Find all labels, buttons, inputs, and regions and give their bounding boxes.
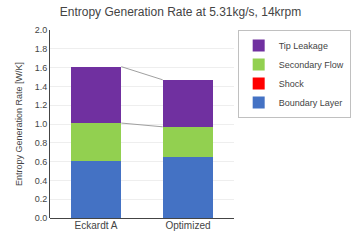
- svg-text:Shock: Shock: [279, 79, 305, 89]
- svg-text:Secondary Flow: Secondary Flow: [279, 60, 344, 70]
- svg-text:0.4: 0.4: [35, 176, 48, 186]
- svg-text:Entropy Generation Rate at 5.3: Entropy Generation Rate at 5.31kg/s, 14k…: [60, 5, 301, 19]
- svg-text:2.0: 2.0: [35, 25, 48, 35]
- svg-text:1.8: 1.8: [35, 44, 48, 54]
- svg-text:Entropy Generation Rate [W/K]: Entropy Generation Rate [W/K]: [14, 62, 24, 186]
- svg-text:Boundary Layer: Boundary Layer: [279, 98, 343, 108]
- svg-text:1.4: 1.4: [35, 82, 48, 92]
- svg-text:Tip Leakage: Tip Leakage: [279, 41, 328, 51]
- svg-text:Optimized: Optimized: [165, 220, 210, 231]
- svg-text:1.2: 1.2: [35, 100, 48, 110]
- svg-text:0.6: 0.6: [35, 157, 48, 167]
- svg-text:Eckardt A: Eckardt A: [75, 220, 118, 231]
- svg-text:0.8: 0.8: [35, 138, 48, 148]
- svg-text:0.2: 0.2: [35, 194, 48, 204]
- svg-text:1.0: 1.0: [35, 119, 48, 129]
- svg-text:1.6: 1.6: [35, 63, 48, 73]
- svg-text:0.0: 0.0: [35, 213, 48, 223]
